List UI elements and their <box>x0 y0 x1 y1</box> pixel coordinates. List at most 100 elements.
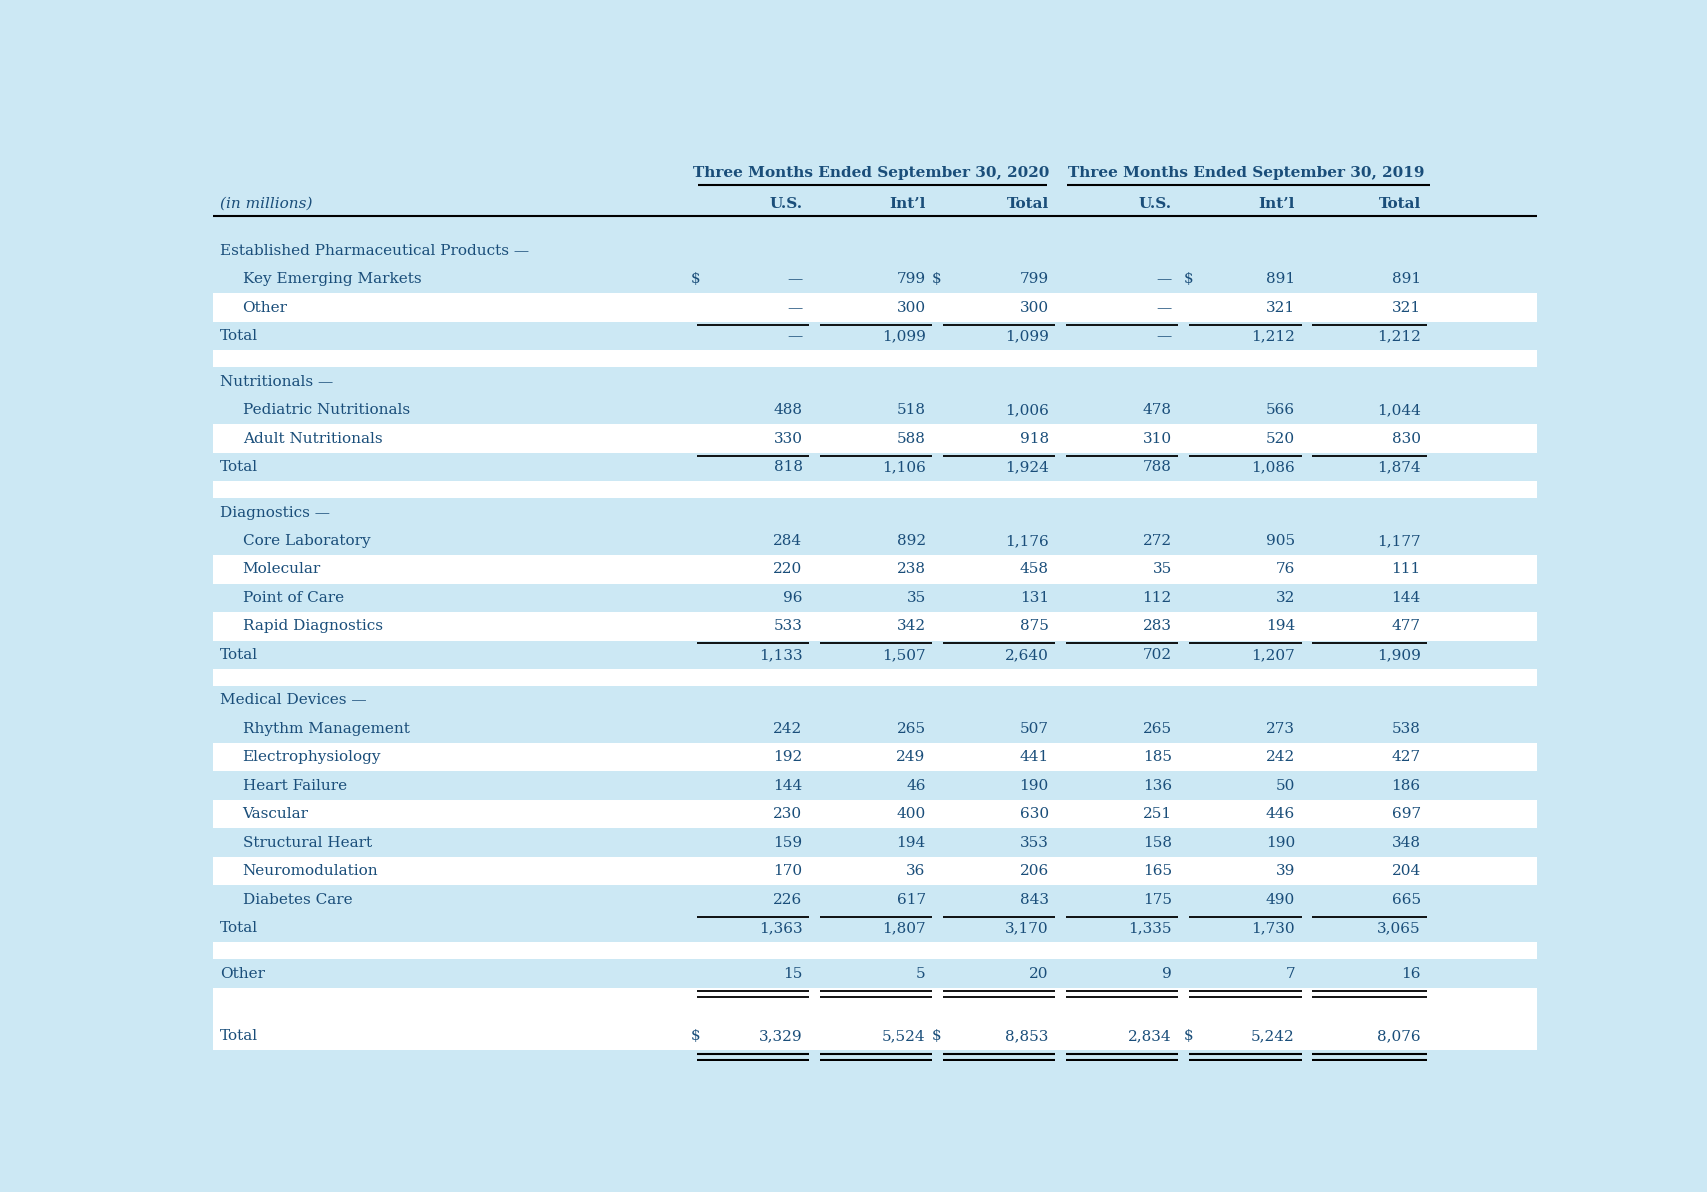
Text: 1,106: 1,106 <box>881 460 925 474</box>
Text: 518: 518 <box>896 403 925 417</box>
Text: Adult Nutritionals: Adult Nutritionals <box>242 432 382 446</box>
Text: 272: 272 <box>1142 534 1171 548</box>
FancyBboxPatch shape <box>213 714 1536 743</box>
Text: 220: 220 <box>773 563 802 577</box>
Text: 192: 192 <box>773 750 802 764</box>
Text: 427: 427 <box>1391 750 1420 764</box>
FancyBboxPatch shape <box>213 942 1536 960</box>
Text: 1,044: 1,044 <box>1376 403 1420 417</box>
Text: 136: 136 <box>1142 778 1171 793</box>
Text: —: — <box>787 300 802 315</box>
Text: 310: 310 <box>1142 432 1171 446</box>
FancyBboxPatch shape <box>213 886 1536 914</box>
Text: —: — <box>787 272 802 286</box>
Text: 50: 50 <box>1275 778 1294 793</box>
Text: 144: 144 <box>1391 591 1420 604</box>
Text: 458: 458 <box>1019 563 1048 577</box>
Text: Total: Total <box>1005 197 1048 211</box>
Text: 3,170: 3,170 <box>1004 921 1048 935</box>
Text: (in millions): (in millions) <box>220 197 312 211</box>
Text: Other: Other <box>242 300 287 315</box>
FancyBboxPatch shape <box>213 1022 1536 1050</box>
Text: 799: 799 <box>896 272 925 286</box>
Text: Three Months Ended September 30, 2020: Three Months Ended September 30, 2020 <box>693 166 1050 180</box>
Text: 1,099: 1,099 <box>1004 329 1048 343</box>
FancyBboxPatch shape <box>213 584 1536 613</box>
Text: Structural Heart: Structural Heart <box>242 836 372 850</box>
Text: 32: 32 <box>1275 591 1294 604</box>
FancyBboxPatch shape <box>213 687 1536 714</box>
Text: 1,909: 1,909 <box>1376 647 1420 662</box>
Text: Total: Total <box>220 647 258 662</box>
FancyBboxPatch shape <box>213 960 1536 988</box>
Text: 283: 283 <box>1142 620 1171 633</box>
Text: 300: 300 <box>896 300 925 315</box>
Text: 265: 265 <box>896 722 925 735</box>
Text: Established Pharmaceutical Products —: Established Pharmaceutical Products — <box>220 244 529 257</box>
Text: 204: 204 <box>1391 864 1420 879</box>
FancyBboxPatch shape <box>213 527 1536 555</box>
Text: 249: 249 <box>896 750 925 764</box>
Text: Nutritionals —: Nutritionals — <box>220 374 333 389</box>
Text: 1,924: 1,924 <box>1004 460 1048 474</box>
Text: 194: 194 <box>896 836 925 850</box>
Text: 5,524: 5,524 <box>881 1029 925 1043</box>
Text: 1,363: 1,363 <box>758 921 802 935</box>
FancyBboxPatch shape <box>213 236 1536 265</box>
Text: 144: 144 <box>773 778 802 793</box>
Text: $: $ <box>932 1029 941 1043</box>
FancyBboxPatch shape <box>213 555 1536 584</box>
Text: 1,006: 1,006 <box>1004 403 1048 417</box>
Text: 1,099: 1,099 <box>881 329 925 343</box>
Text: 588: 588 <box>896 432 925 446</box>
Text: 1,730: 1,730 <box>1251 921 1294 935</box>
Text: $: $ <box>1183 272 1191 286</box>
Text: 702: 702 <box>1142 647 1171 662</box>
FancyBboxPatch shape <box>213 265 1536 293</box>
Text: Rapid Diagnostics: Rapid Diagnostics <box>242 620 382 633</box>
Text: 242: 242 <box>773 722 802 735</box>
Text: 39: 39 <box>1275 864 1294 879</box>
Text: 321: 321 <box>1391 300 1420 315</box>
FancyBboxPatch shape <box>213 396 1536 424</box>
Text: 353: 353 <box>1019 836 1048 850</box>
Text: 284: 284 <box>773 534 802 548</box>
Text: 190: 190 <box>1265 836 1294 850</box>
Text: 159: 159 <box>773 836 802 850</box>
Text: 8,853: 8,853 <box>1005 1029 1048 1043</box>
Text: 617: 617 <box>896 893 925 907</box>
Text: 1,176: 1,176 <box>1004 534 1048 548</box>
Text: 16: 16 <box>1400 967 1420 981</box>
Text: 76: 76 <box>1275 563 1294 577</box>
Text: 165: 165 <box>1142 864 1171 879</box>
Text: $: $ <box>932 272 941 286</box>
FancyBboxPatch shape <box>213 322 1536 350</box>
Text: 5,242: 5,242 <box>1251 1029 1294 1043</box>
Text: 788: 788 <box>1142 460 1171 474</box>
Text: 265: 265 <box>1142 722 1171 735</box>
Text: 170: 170 <box>773 864 802 879</box>
Text: 96: 96 <box>782 591 802 604</box>
Text: 400: 400 <box>896 807 925 821</box>
FancyBboxPatch shape <box>213 640 1536 669</box>
Text: 630: 630 <box>1019 807 1048 821</box>
Text: 1,335: 1,335 <box>1128 921 1171 935</box>
Text: Key Emerging Markets: Key Emerging Markets <box>242 272 422 286</box>
Text: 918: 918 <box>1019 432 1048 446</box>
FancyBboxPatch shape <box>213 293 1536 322</box>
Text: 186: 186 <box>1391 778 1420 793</box>
Text: 478: 478 <box>1142 403 1171 417</box>
Text: Total: Total <box>220 921 258 935</box>
Text: Three Months Ended September 30, 2019: Three Months Ended September 30, 2019 <box>1067 166 1424 180</box>
Text: 15: 15 <box>784 967 802 981</box>
Text: 46: 46 <box>906 778 925 793</box>
Text: Int’l: Int’l <box>889 197 925 211</box>
Text: 300: 300 <box>1019 300 1048 315</box>
Text: Diabetes Care: Diabetes Care <box>242 893 352 907</box>
Text: Vascular: Vascular <box>242 807 309 821</box>
Text: 20: 20 <box>1029 967 1048 981</box>
Text: Total: Total <box>220 460 258 474</box>
Text: 818: 818 <box>773 460 802 474</box>
Text: —: — <box>787 329 802 343</box>
Text: 185: 185 <box>1142 750 1171 764</box>
